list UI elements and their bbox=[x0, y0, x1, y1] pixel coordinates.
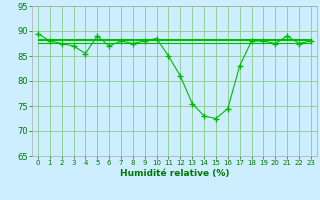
X-axis label: Humidité relative (%): Humidité relative (%) bbox=[120, 169, 229, 178]
